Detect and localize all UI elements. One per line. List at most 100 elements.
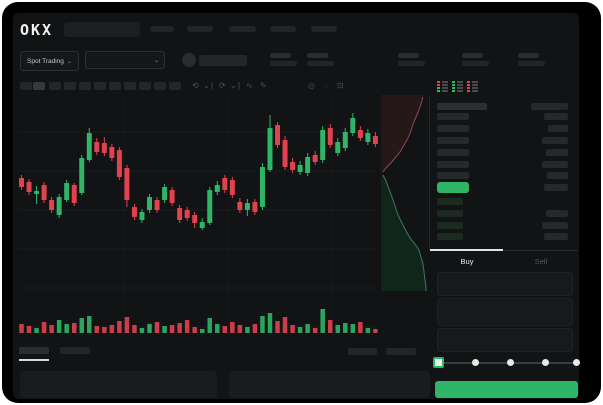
ask-row-amount-placeholder[interactable] (542, 137, 568, 144)
candle-body (357, 130, 363, 138)
volume-bar (154, 322, 160, 333)
active-tab-indicator (430, 249, 503, 251)
candle-body (305, 157, 311, 173)
amount-slider-handle[interactable] (433, 357, 444, 368)
stat-value-placeholder (270, 61, 297, 66)
candle-body (327, 128, 333, 145)
slider-stop-dot[interactable] (573, 359, 580, 366)
candle-body (365, 133, 371, 142)
search-input[interactable] (64, 22, 140, 37)
ask-row-amount-placeholder[interactable] (547, 172, 568, 179)
ask-row-price-placeholder[interactable] (437, 172, 469, 179)
stat-value-placeholder (398, 61, 425, 66)
bottom-panel-right (229, 371, 430, 398)
bid-row-price-placeholder[interactable] (437, 233, 463, 240)
price-field[interactable] (437, 272, 573, 296)
timeframe-button[interactable] (20, 82, 32, 90)
pair-selector-dropdown[interactable]: ⌄ (85, 51, 165, 69)
chart-range-placeholder[interactable] (348, 348, 377, 355)
pair-name-placeholder (199, 55, 247, 66)
total-field[interactable] (437, 328, 573, 352)
timeframe-button[interactable] (79, 82, 91, 90)
bid-row-price-placeholder[interactable] (437, 210, 463, 217)
timeframe-button[interactable] (64, 82, 76, 90)
candle-body (214, 185, 220, 192)
timeframe-button[interactable] (154, 82, 166, 90)
orderbook-header-price-placeholder[interactable] (437, 103, 487, 110)
ask-row-price-placeholder[interactable] (437, 161, 469, 168)
candle-body (372, 136, 378, 144)
chevron-down-icon[interactable]: ⌄ (203, 81, 210, 90)
market-selector-button[interactable]: Spot Trading ⌄ (20, 51, 79, 71)
nav-item-placeholder[interactable] (187, 26, 213, 32)
volume-bar (335, 325, 341, 333)
ask-row-price-placeholder[interactable] (437, 149, 469, 156)
timeframe-button[interactable] (124, 82, 136, 90)
timeframe-button[interactable] (169, 82, 181, 90)
orderbook-asks-icon[interactable] (467, 81, 479, 93)
fullscreen-icon[interactable]: ⊡ (337, 81, 344, 90)
redo-icon[interactable]: ⟳ (219, 81, 226, 90)
volume-bar (252, 324, 258, 333)
amount-field[interactable] (437, 298, 573, 326)
timeframe-button[interactable] (33, 82, 45, 90)
volume-bar (124, 317, 130, 333)
volume-bar (215, 324, 220, 333)
candle-body (244, 203, 250, 210)
nav-item-placeholder[interactable] (229, 26, 256, 32)
volume-bar (64, 324, 69, 333)
bid-row-amount-placeholder[interactable] (542, 222, 568, 229)
chevron-down-icon[interactable]: ⌄ (230, 81, 237, 90)
orderbook-both-icon[interactable] (437, 81, 449, 93)
candle-body (71, 185, 77, 203)
slider-stop-dot[interactable] (507, 359, 514, 366)
nav-item-placeholder[interactable] (270, 26, 296, 32)
bottom-tab-placeholder[interactable] (60, 347, 90, 354)
slider-stop-dot[interactable] (542, 359, 549, 366)
bid-row-price-placeholder[interactable] (437, 198, 463, 205)
bid-row-amount-placeholder[interactable] (546, 210, 568, 217)
slider-stop-dot[interactable] (472, 359, 479, 366)
ask-row-amount-placeholder[interactable] (542, 161, 568, 168)
ask-row-amount-placeholder[interactable] (546, 149, 568, 156)
candle-body (94, 142, 100, 152)
candle-body (101, 143, 107, 153)
candle-body (342, 132, 348, 148)
chevron-down-icon: ⌄ (153, 57, 159, 64)
ask-row-amount-placeholder[interactable] (548, 125, 568, 132)
ask-row-price-placeholder[interactable] (437, 113, 469, 120)
tab-sell[interactable]: Sell (534, 257, 548, 266)
toggle-row-mark (437, 84, 440, 86)
undo-icon[interactable]: ⟲ (192, 81, 199, 90)
candle-body (229, 180, 235, 195)
ask-row-price-placeholder[interactable] (437, 137, 469, 144)
camera-icon[interactable]: ◎ (308, 81, 315, 90)
chart-range-placeholder[interactable] (386, 348, 416, 355)
tab-buy[interactable]: Buy (460, 257, 474, 266)
buy-submit-button[interactable] (435, 381, 578, 398)
timeframe-button[interactable] (109, 82, 121, 90)
toggle-row-line (442, 81, 448, 83)
bottom-tab-placeholder[interactable] (19, 347, 49, 354)
timeframe-button[interactable] (49, 82, 61, 90)
timeframe-button[interactable] (94, 82, 106, 90)
bid-row-amount-placeholder[interactable] (544, 233, 568, 240)
candle-body (312, 155, 318, 162)
line-style-icon[interactable]: ∿ (246, 81, 253, 90)
candle-body (116, 150, 122, 177)
draw-brush-icon[interactable]: ✎ (260, 81, 267, 90)
nav-item-placeholder[interactable] (150, 26, 174, 32)
candle-body (267, 128, 273, 170)
toggle-row-mark (437, 87, 440, 89)
orderbook-header-amount-placeholder[interactable] (531, 103, 568, 110)
timeframe-button[interactable] (139, 82, 151, 90)
ask-row-price-placeholder[interactable] (437, 125, 469, 132)
ask-row-amount-placeholder[interactable] (544, 113, 568, 120)
bid-row-price-placeholder[interactable] (437, 222, 463, 229)
candle-body (192, 215, 198, 223)
indicator-icon[interactable]: ◌ (323, 81, 328, 90)
orderbook-bids-icon[interactable] (452, 81, 464, 93)
last-price-pill[interactable] (437, 182, 469, 193)
nav-item-placeholder[interactable] (311, 26, 337, 32)
